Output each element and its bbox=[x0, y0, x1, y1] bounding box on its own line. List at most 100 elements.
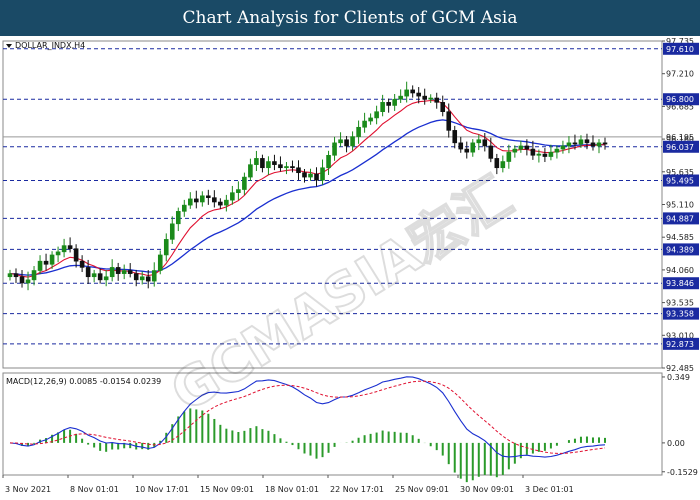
candle-body bbox=[145, 276, 151, 282]
page-title: Chart Analysis for Clients of GCM Asia bbox=[0, 0, 700, 36]
candle-body bbox=[43, 260, 49, 265]
candle-body bbox=[560, 145, 566, 150]
price-line-label: 96.195 bbox=[666, 133, 694, 142]
candle-body bbox=[374, 111, 379, 119]
x-tick-label: 3 Dec 01:01 bbox=[525, 485, 574, 494]
candle-body bbox=[200, 195, 205, 203]
candle-body bbox=[542, 153, 548, 157]
candle-body bbox=[121, 270, 127, 274]
candle-body bbox=[278, 164, 283, 169]
candle-body bbox=[566, 142, 572, 147]
y-tick-label: 95.110 bbox=[666, 201, 694, 210]
x-tick-label: 10 Nov 17:01 bbox=[135, 485, 189, 494]
x-tick-label: 18 Nov 01:01 bbox=[265, 485, 319, 494]
level-label: 93.358 bbox=[666, 310, 694, 319]
candle-body bbox=[79, 260, 85, 268]
candle-body bbox=[380, 102, 385, 112]
candle-body bbox=[554, 148, 560, 153]
candle-body bbox=[25, 279, 31, 284]
level-badge bbox=[663, 212, 699, 225]
y-tick-label: 97.735 bbox=[666, 37, 694, 46]
candle-body bbox=[368, 117, 373, 122]
level-badge bbox=[663, 140, 699, 153]
level-badge bbox=[663, 243, 699, 256]
level-badge bbox=[663, 277, 699, 290]
candle-body bbox=[157, 254, 163, 271]
candle-body bbox=[175, 211, 181, 225]
level-label: 96.800 bbox=[666, 95, 694, 104]
candle-body bbox=[224, 199, 229, 206]
candle-body bbox=[188, 198, 193, 206]
x-tick-label: 30 Nov 09:01 bbox=[460, 485, 514, 494]
candle-body bbox=[302, 172, 307, 178]
candle-body bbox=[470, 142, 476, 153]
dropdown-triangle-icon[interactable] bbox=[6, 44, 12, 48]
level-label: 95.495 bbox=[666, 177, 694, 186]
candle-body bbox=[422, 95, 427, 100]
candle-body bbox=[572, 142, 578, 145]
level-badge bbox=[663, 337, 699, 350]
candle-body bbox=[428, 97, 434, 100]
candle-body bbox=[362, 120, 367, 128]
candle-body bbox=[31, 270, 37, 281]
y-tick-label: 94.060 bbox=[666, 266, 694, 275]
candle-body bbox=[272, 161, 277, 165]
macd-label: MACD(12,26,9) 0.0085 -0.0154 0.0239 bbox=[6, 377, 161, 386]
level-badge bbox=[663, 42, 699, 55]
level-label: 94.887 bbox=[666, 214, 694, 223]
candle-body bbox=[404, 89, 409, 97]
candle-body bbox=[133, 273, 139, 281]
candle-body bbox=[344, 139, 349, 147]
level-label: 93.846 bbox=[666, 279, 694, 288]
fast-ma-line bbox=[9, 99, 606, 278]
y-tick-label: 96.160 bbox=[666, 135, 694, 144]
candle-body bbox=[49, 254, 55, 265]
x-tick-label: 25 Nov 09:01 bbox=[395, 485, 449, 494]
candle-body bbox=[452, 130, 458, 144]
macd-panel bbox=[2, 372, 663, 476]
level-badge bbox=[663, 174, 699, 187]
candle-body bbox=[482, 139, 488, 147]
candle-body bbox=[212, 197, 217, 203]
macd-tick-label: 0.349 bbox=[667, 373, 690, 382]
macd-tick-label: -0.1529 bbox=[667, 468, 698, 477]
candle-body bbox=[55, 251, 61, 256]
candle-body bbox=[440, 102, 446, 112]
candle-body bbox=[494, 158, 500, 169]
candle-body bbox=[476, 139, 482, 144]
level-badge bbox=[663, 93, 699, 106]
candle-body bbox=[338, 139, 343, 144]
candle-body bbox=[506, 151, 512, 162]
candle-body bbox=[326, 154, 331, 169]
candle-body bbox=[181, 204, 187, 212]
candle-body bbox=[85, 267, 91, 278]
candle-body bbox=[284, 166, 289, 169]
x-tick-label: 3 Nov 2021 bbox=[5, 485, 51, 494]
candle-body bbox=[398, 95, 403, 100]
candle-body bbox=[236, 189, 241, 193]
y-tick-label: 97.210 bbox=[666, 70, 694, 79]
candle-body bbox=[332, 142, 337, 156]
candle-body bbox=[260, 158, 265, 169]
candle-body bbox=[512, 148, 518, 153]
candle-body bbox=[590, 142, 596, 147]
candle-body bbox=[578, 139, 584, 145]
candle-body bbox=[206, 195, 211, 198]
candle-body bbox=[73, 248, 79, 262]
candle-body bbox=[350, 136, 355, 147]
slow-ma-line bbox=[9, 119, 605, 276]
level-label: 92.873 bbox=[666, 340, 694, 349]
candle-body bbox=[13, 273, 19, 278]
candle-body bbox=[97, 273, 103, 281]
y-tick-label: 96.685 bbox=[666, 102, 694, 111]
chart-area: 97.735 97.210 96.685 96.160 95.635 95.110 94.5… bbox=[0, 36, 700, 500]
candle-body bbox=[7, 273, 13, 278]
candle-body bbox=[314, 173, 319, 181]
y-tick-label: 95.635 bbox=[666, 168, 694, 177]
candle-body bbox=[386, 102, 391, 106]
candle-body bbox=[584, 139, 590, 144]
y-tick-label: 94.585 bbox=[666, 233, 694, 242]
candle-body bbox=[530, 148, 536, 156]
x-tick-label: 8 Nov 01:01 bbox=[70, 485, 119, 494]
candle-body bbox=[139, 276, 145, 281]
